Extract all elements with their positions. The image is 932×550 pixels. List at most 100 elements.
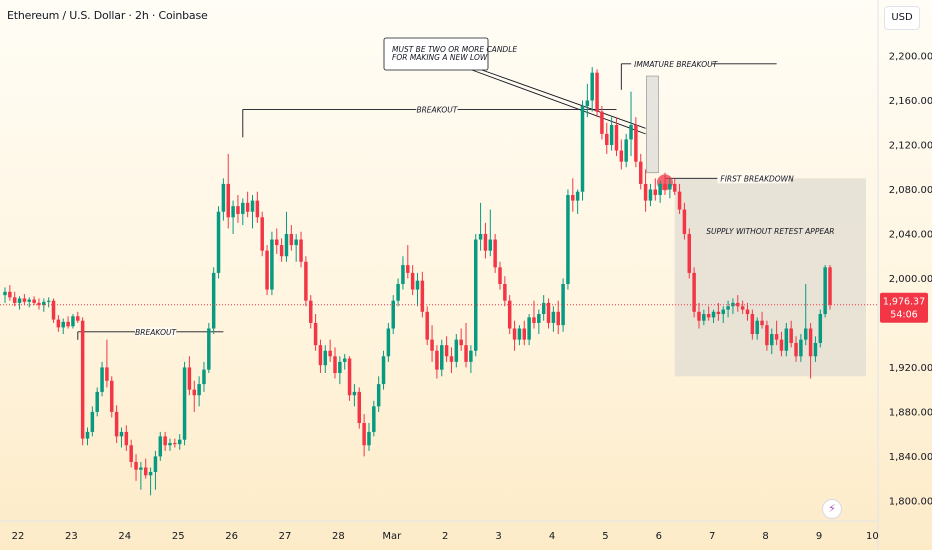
candle-body (808, 328, 813, 357)
candle-body (391, 300, 395, 329)
candle (677, 183, 682, 214)
candle-body (483, 233, 488, 251)
callout-pointer (481, 69, 646, 129)
candle-body (435, 350, 439, 370)
candle (51, 298, 56, 323)
lightning-icon[interactable]: ⚡ (822, 499, 842, 519)
candle (129, 439, 133, 468)
candle (585, 83, 590, 118)
price-axis-label: 1,880.00 (889, 407, 932, 418)
candle-body (440, 345, 444, 370)
candle-body (134, 461, 138, 470)
candle-highlight-box (646, 75, 659, 174)
candle (71, 314, 75, 329)
candle-body (682, 209, 687, 234)
candle (512, 320, 517, 351)
candle (745, 302, 750, 321)
candle (265, 245, 269, 296)
candle-body (265, 250, 269, 290)
candle (80, 317, 85, 446)
candle (629, 91, 633, 157)
candle (440, 339, 444, 377)
time-axis-label: 7 (709, 531, 715, 542)
candle-body (740, 306, 745, 310)
candle-body (207, 328, 211, 370)
candle-body (197, 384, 201, 396)
price-axis-label: 2,040.00 (889, 229, 932, 240)
candle (808, 322, 813, 379)
callout-text: MUST BE TWO OR MORE CANDLE (392, 45, 517, 54)
candle-body (279, 245, 284, 257)
candle-body (619, 150, 624, 162)
candle-body (221, 183, 226, 212)
candle-body (119, 431, 124, 437)
currency-button[interactable]: USD (884, 6, 920, 30)
candle (566, 189, 570, 290)
candle-body (129, 445, 133, 462)
candle-body (304, 261, 308, 301)
candle (546, 298, 551, 329)
candle-body (168, 443, 172, 446)
candle (575, 189, 580, 214)
candle (275, 228, 279, 254)
candle (105, 339, 109, 388)
candle (410, 265, 415, 296)
candle (435, 345, 439, 379)
candle-body (139, 467, 143, 470)
candle-body (100, 367, 104, 392)
candle (711, 309, 716, 323)
candle-body (163, 436, 167, 446)
candle-body (697, 311, 701, 321)
candle (202, 361, 206, 392)
candle (430, 325, 434, 362)
candle (454, 334, 459, 368)
candle (270, 231, 274, 296)
candle (464, 322, 468, 368)
candle-body (711, 311, 716, 318)
candle (32, 296, 36, 306)
candle-body (736, 302, 740, 307)
annotation-layer: BREAKOUT BREAKOUT IMMATURE BREAKOUT FIRST B… (77, 37, 834, 340)
candle (721, 306, 725, 323)
candle (493, 233, 497, 273)
candle-body (284, 233, 289, 257)
candle-body (706, 314, 711, 318)
candle (420, 271, 425, 318)
price-axis-label: 2,200.00 (889, 52, 932, 63)
candle (643, 169, 648, 212)
time-axis-label: 4 (549, 531, 555, 542)
price-axis-label: 2,120.00 (889, 140, 932, 151)
candle-body (726, 306, 730, 310)
candle (299, 231, 303, 268)
candle (527, 314, 531, 346)
candle (406, 245, 410, 279)
candle-body (289, 233, 294, 246)
candle-body (464, 345, 468, 362)
candle (813, 336, 818, 362)
candle-body (372, 406, 376, 432)
candle-body (46, 300, 51, 302)
price-axis-label: 2,080.00 (889, 185, 932, 196)
annotation-label-bg (134, 326, 177, 337)
candle-body (745, 309, 750, 315)
candle-body (105, 367, 109, 381)
candle (789, 320, 793, 348)
candle (668, 178, 672, 199)
candle-body (299, 239, 303, 262)
candle-body (634, 124, 638, 162)
candle-body (236, 206, 240, 214)
candle (143, 458, 148, 479)
time-axis-label: 9 (816, 531, 822, 542)
candle-body (546, 302, 551, 323)
candle-body (313, 322, 318, 346)
candle (22, 294, 27, 306)
candle-body (12, 297, 17, 303)
candle-body (823, 267, 827, 315)
candles-layer (3, 67, 832, 496)
candle-body (42, 301, 46, 306)
candle-body (585, 100, 590, 107)
candle-body (376, 384, 381, 407)
candle-body (231, 206, 235, 218)
